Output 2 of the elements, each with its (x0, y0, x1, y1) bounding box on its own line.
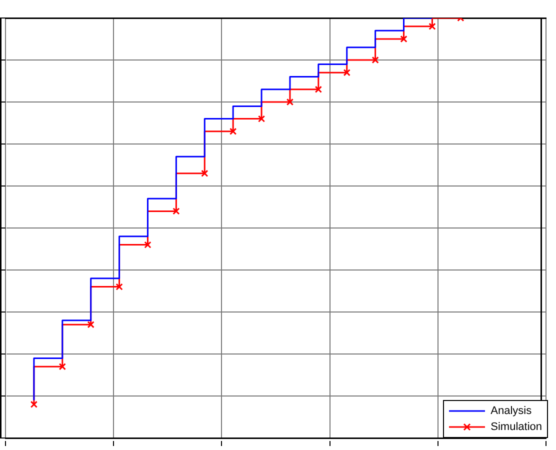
legend-label: Analysis (490, 405, 532, 417)
legend-label: Simulation (490, 421, 542, 433)
